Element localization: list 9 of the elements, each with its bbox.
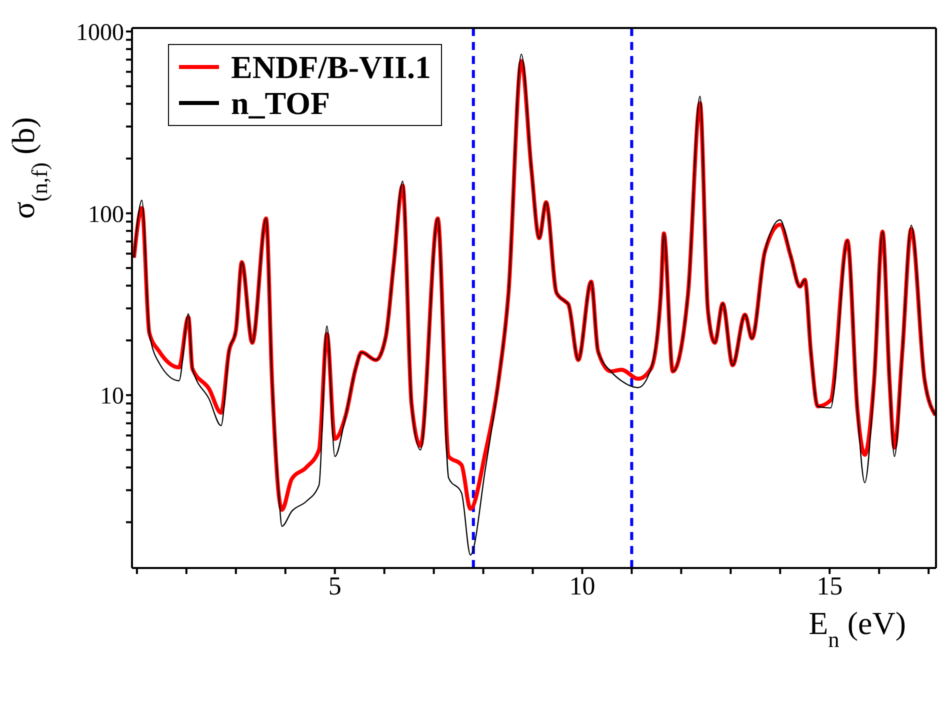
x-tick-label: 15 (816, 571, 843, 600)
y-tick-label: 10 (100, 384, 124, 410)
legend-label: ENDF/B-VII.1 (231, 49, 432, 85)
x-tick-label: 10 (569, 571, 596, 600)
y-tick-label: 1000 (76, 20, 124, 46)
legend-label: n_TOF (231, 85, 330, 121)
x-tick-label: 5 (328, 571, 342, 600)
y-tick-label: 100 (88, 202, 124, 228)
x-axis-title: E$_{n}$ (eV) (808, 605, 906, 652)
